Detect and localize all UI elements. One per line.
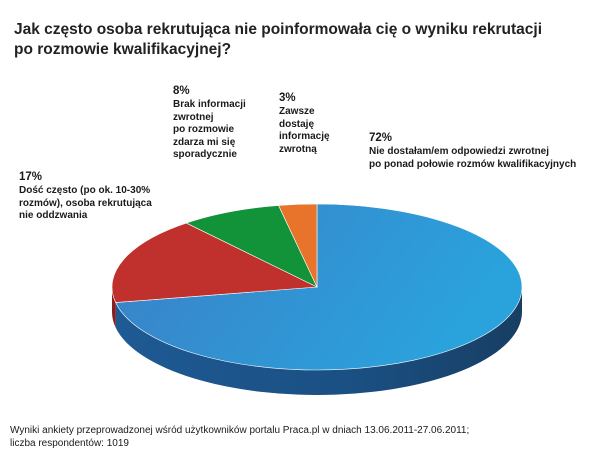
slice-17-text-line-1: Dość często (po ok. 10-30%	[19, 185, 151, 196]
slice-72-text-line-1: Nie dostałam/em odpowiedzi zwrotnej	[369, 146, 550, 157]
slice-8-text-line-5: sporadycznie	[173, 149, 237, 160]
slice-3-text-line-1: Zawsze	[279, 106, 315, 117]
slice-8-text-line-1: Brak informacji	[173, 99, 246, 110]
pie-slice-17	[111, 222, 319, 303]
footnote-line-2: liczba respondentów: 1019	[10, 438, 129, 449]
footnote-line-1: Wyniki ankiety przeprowadzonej wśród uży…	[10, 425, 470, 436]
slice-label-17: 17% Dość często (po ok. 10-30% rozmów), …	[19, 170, 152, 223]
slice-72-text-line-2: po ponad połowie rozmów kwalifikacyjnych	[369, 158, 577, 170]
pie-slice-8	[185, 205, 318, 288]
slice-3-text-line-2: dostaję	[279, 118, 315, 130]
slice-3-percent: 3%	[279, 92, 296, 104]
pie-slice-72	[115, 203, 523, 371]
slice-3-text-line-3: informację	[279, 131, 330, 142]
slice-17-percent: 17%	[19, 171, 43, 183]
slice-17-text-line-2: rozmów), osoba rekrutująca	[19, 197, 152, 209]
chart-title-line-1: Jak często osoba rekrutująca nie poinfor…	[14, 21, 543, 38]
footnote: Wyniki ankiety przeprowadzonej wśród uży…	[10, 424, 469, 450]
slice-72-percent: 72%	[369, 132, 393, 144]
pie-side-layer	[112, 287, 523, 395]
pie-side-72	[115, 287, 523, 395]
slice-3-text-line-4: zwrotną	[279, 143, 317, 155]
slice-8-text-line-4: zdarza mi się	[173, 136, 236, 148]
slice-8-text-line-3: po rozmowie	[173, 124, 235, 135]
slice-label-72: 72% Nie dostałam/em odpowiedzi zwrotnej …	[369, 131, 576, 171]
slice-label-3: 3% Zawsze dostaję informację zwrotną	[279, 91, 330, 156]
pie-slice-3	[278, 203, 318, 288]
slice-8-percent: 8%	[173, 85, 190, 97]
pie-top-layer	[111, 203, 523, 371]
slice-8-text-line-2: zwrotnej	[173, 111, 214, 123]
slice-label-8: 8% Brak informacji zwrotnej po rozmowie …	[173, 84, 246, 162]
chart-title: Jak często osoba rekrutująca nie poinfor…	[14, 20, 574, 60]
chart-title-line-2: po rozmowie kwalifikacyjnej?	[14, 41, 232, 58]
pie-side-17	[112, 287, 116, 328]
slice-17-text-line-3: nie oddzwania	[19, 210, 88, 221]
